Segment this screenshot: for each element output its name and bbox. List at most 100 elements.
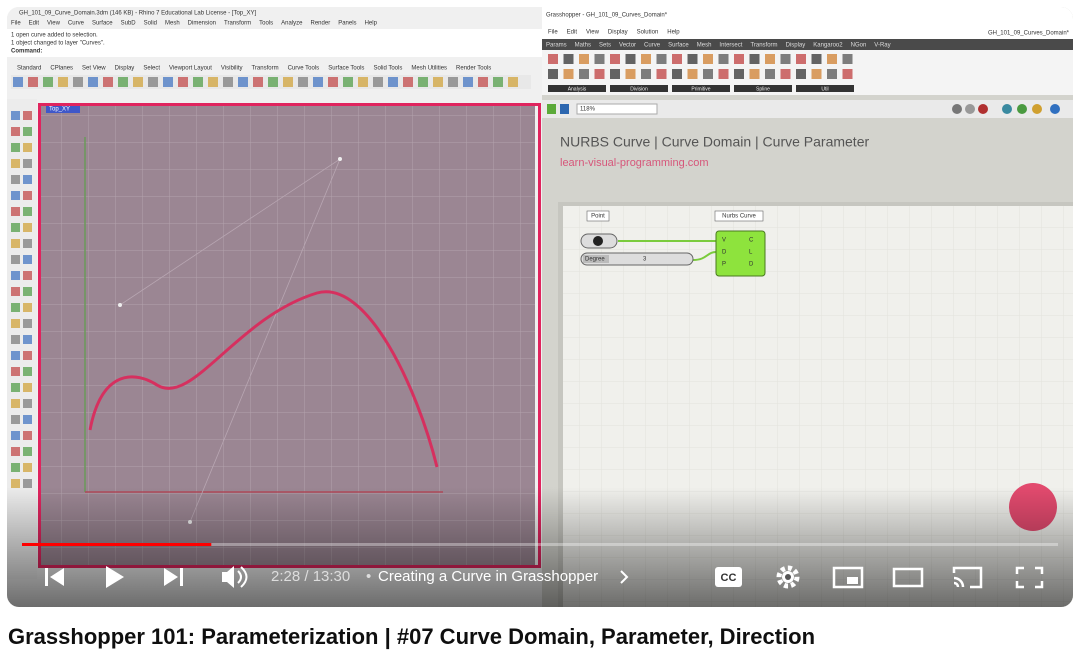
tool-icon[interactable] (23, 431, 32, 440)
tool-icon[interactable] (23, 479, 32, 488)
tool-icon[interactable] (463, 77, 473, 87)
tool-icon[interactable] (23, 415, 32, 424)
cast-button[interactable] (952, 566, 983, 589)
tool-icon[interactable] (23, 319, 32, 328)
menu-item[interactable]: File (548, 30, 558, 36)
tool-icon[interactable] (23, 367, 32, 376)
menu-item[interactable]: Help (365, 21, 378, 27)
tool-icon[interactable] (313, 77, 323, 87)
tool-icon[interactable] (11, 271, 20, 280)
gh-tab[interactable]: Surface (668, 43, 689, 49)
progress-track[interactable] (22, 543, 1058, 546)
tool-icon[interactable] (23, 175, 32, 184)
component-icon[interactable] (749, 54, 760, 64)
menu-item[interactable]: Edit (567, 30, 578, 36)
video-player[interactable]: GH_101_09_Curve_Domain.3dm (146 KB) - Rh… (7, 7, 1073, 607)
component-icon[interactable] (718, 54, 729, 64)
tool-icon[interactable] (23, 223, 32, 232)
tool-icon[interactable] (13, 77, 23, 87)
gh-tab[interactable]: Mesh (697, 43, 712, 49)
toolbar-tab[interactable]: CPlanes (50, 66, 73, 72)
tool-icon[interactable] (118, 77, 128, 87)
tool-icon[interactable] (268, 77, 278, 87)
toolbar-tab[interactable]: Viewport Layout (169, 66, 212, 72)
tool-icon[interactable] (478, 77, 488, 87)
tool-icon[interactable] (223, 77, 233, 87)
menu-item[interactable]: File (11, 21, 21, 27)
menu-item[interactable]: View (586, 30, 600, 36)
component-icon[interactable] (594, 69, 605, 79)
tool-icon[interactable] (23, 207, 32, 216)
tool-icon[interactable] (103, 77, 113, 87)
fullscreen-button[interactable] (1015, 566, 1044, 589)
gh-tab[interactable]: Kangaroo2 (813, 43, 843, 49)
toolbar-tab[interactable]: Solid Tools (373, 66, 402, 72)
menu-item[interactable]: Transform (224, 21, 251, 27)
tool-icon[interactable] (493, 77, 503, 87)
tool-icon[interactable] (163, 77, 173, 87)
component-icon[interactable] (827, 54, 837, 64)
tool-icon[interactable] (11, 431, 20, 440)
component-icon[interactable] (656, 54, 667, 64)
tool-icon[interactable] (11, 287, 20, 296)
tool-icon[interactable] (208, 77, 218, 87)
tool-icon[interactable] (133, 77, 143, 87)
menu-item[interactable]: Display (608, 30, 628, 36)
tool-icon[interactable] (23, 159, 32, 168)
gh-tab[interactable]: Vector (619, 43, 636, 49)
toolbar-tab[interactable]: Surface Tools (328, 66, 364, 72)
tool-icon[interactable] (23, 191, 32, 200)
tool-icon[interactable] (373, 77, 383, 87)
toolbar-tab[interactable]: Visibility (221, 66, 243, 72)
tool-icon[interactable] (253, 77, 263, 87)
toolbar-tab[interactable]: Set View (82, 66, 106, 72)
tool-icon[interactable] (23, 447, 32, 456)
component-icon[interactable] (563, 54, 574, 64)
gh-tab[interactable]: Sets (599, 43, 611, 49)
tool-icon[interactable] (23, 383, 32, 392)
tool-icon[interactable] (328, 77, 338, 87)
component-icon[interactable] (734, 54, 744, 64)
tool-icon[interactable] (238, 77, 248, 87)
component-icon[interactable] (687, 54, 698, 64)
tool-icon[interactable] (11, 463, 20, 472)
tool-icon[interactable] (11, 335, 20, 344)
gh-tab[interactable]: NGon (851, 43, 867, 49)
tool-icon[interactable] (11, 175, 20, 184)
gh-tab[interactable]: Transform (750, 43, 777, 49)
menu-item[interactable]: Solution (637, 30, 659, 36)
gh-tab[interactable]: Curve (644, 43, 661, 49)
toolbar-tab[interactable]: Curve Tools (288, 66, 320, 72)
component-icon[interactable] (672, 54, 682, 64)
menu-item[interactable]: Edit (29, 21, 40, 27)
volume-button[interactable] (222, 566, 248, 588)
component-icon[interactable] (625, 69, 636, 79)
tool-icon[interactable] (88, 77, 98, 87)
tool-icon[interactable] (11, 111, 20, 120)
menu-item[interactable]: Solid (144, 21, 157, 27)
tool-icon[interactable] (23, 335, 32, 344)
tool-icon[interactable] (23, 287, 32, 296)
tool-icon[interactable] (23, 271, 32, 280)
settings-button[interactable] (776, 565, 800, 589)
menu-item[interactable]: Surface (92, 21, 113, 27)
tool-icon[interactable] (11, 351, 20, 360)
tool-icon[interactable] (11, 239, 20, 248)
toolbar-tab[interactable]: Transform (251, 66, 278, 72)
component-icon[interactable] (672, 69, 682, 79)
tool-icon[interactable] (11, 415, 20, 424)
gh-tab[interactable]: Params (546, 43, 567, 49)
tool-icon[interactable] (508, 77, 518, 87)
component-icon[interactable] (610, 54, 620, 64)
tool-icon[interactable] (178, 77, 188, 87)
gh-tab[interactable]: Display (786, 43, 806, 49)
next-button[interactable] (164, 568, 183, 586)
toolbar-tab[interactable]: Select (143, 66, 160, 72)
tool-icon[interactable] (418, 77, 428, 87)
component-icon[interactable] (765, 54, 775, 64)
tool-icon[interactable] (23, 239, 32, 248)
component-icon[interactable] (656, 69, 667, 79)
menu-item[interactable]: View (47, 21, 61, 27)
menu-item[interactable]: Curve (68, 21, 85, 27)
tool-icon[interactable] (73, 77, 83, 87)
